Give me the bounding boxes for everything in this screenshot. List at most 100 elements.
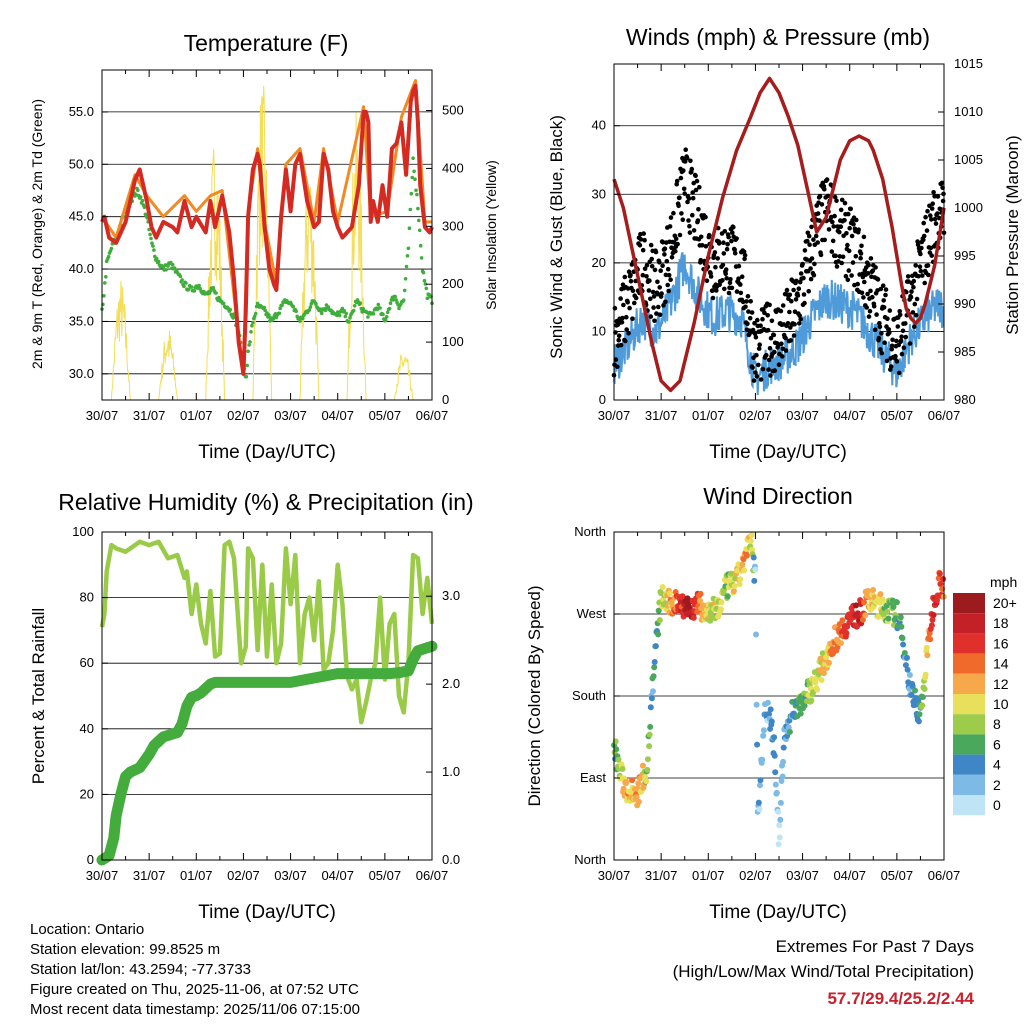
gust-point xyxy=(661,303,666,308)
dewpoint-point xyxy=(391,298,396,302)
gust-point xyxy=(764,352,769,358)
direction-point xyxy=(667,590,673,597)
direction-point xyxy=(754,741,761,748)
gust-point xyxy=(917,264,923,270)
y2-tick-label: 1.0 xyxy=(442,764,460,779)
gust-point xyxy=(903,321,908,326)
direction-point xyxy=(834,644,841,651)
gust-point xyxy=(660,263,665,269)
dewpoint-point xyxy=(245,363,249,368)
dewpoint-point xyxy=(406,246,411,251)
gust-point xyxy=(762,310,767,316)
direction-point xyxy=(808,697,815,704)
gust-point xyxy=(931,190,936,195)
gust-point xyxy=(779,341,784,347)
gust-point xyxy=(904,289,909,295)
gust-point xyxy=(612,305,618,311)
solar-insolation-line xyxy=(299,186,320,401)
dewpoint-point xyxy=(323,308,328,313)
x-tick-label: 04/07 xyxy=(833,868,866,883)
legend-swatch xyxy=(953,694,985,715)
gust-point xyxy=(826,227,832,232)
direction-point xyxy=(767,706,774,713)
direction-point xyxy=(929,616,936,623)
gust-point xyxy=(832,194,838,200)
dewpoint-point xyxy=(248,340,252,344)
gust-point xyxy=(890,337,895,343)
direction-point xyxy=(885,615,892,622)
gust-point xyxy=(933,221,939,226)
gust-point xyxy=(911,285,916,290)
gust-point xyxy=(772,368,778,373)
direction-point xyxy=(752,566,759,573)
gust-point xyxy=(940,198,946,204)
gust-point xyxy=(792,321,797,327)
gust-point xyxy=(710,288,715,293)
y2-tick-label: 2.0 xyxy=(442,676,460,691)
gust-point xyxy=(819,202,825,207)
gust-point xyxy=(851,221,856,227)
legend-label: 10 xyxy=(993,696,1009,712)
extremes-box: Extremes For Past 7 Days (High/Low/Max W… xyxy=(673,934,974,1014)
gust-point xyxy=(808,276,814,282)
legend-label: 20+ xyxy=(993,595,1017,611)
gust-point xyxy=(726,290,732,296)
gust-point xyxy=(868,288,873,294)
gust-point xyxy=(757,342,762,348)
direction-point xyxy=(861,599,867,606)
direction-point xyxy=(777,816,784,823)
direction-point xyxy=(615,756,622,763)
timestamp-text: Most recent data timestamp: 2025/11/06 0… xyxy=(30,1001,360,1018)
extremes-title: Extremes For Past 7 Days xyxy=(775,937,974,956)
gust-point xyxy=(616,337,621,343)
created-text: Figure created on Thu, 2025-11-06, at 07… xyxy=(30,981,359,998)
direction-point xyxy=(927,636,934,643)
gust-point xyxy=(847,225,852,231)
gust-point xyxy=(878,286,884,292)
dewpoint-point xyxy=(250,323,254,328)
direction-point xyxy=(756,806,763,813)
gust-point xyxy=(637,243,643,248)
x-tick-label: 31/07 xyxy=(645,408,678,423)
y-tick-label: 40.0 xyxy=(69,261,94,276)
gust-point xyxy=(633,295,639,301)
gust-point xyxy=(874,312,879,317)
gust-point xyxy=(724,246,730,252)
dewpoint-point xyxy=(278,306,283,311)
gust-point xyxy=(680,217,686,222)
direction-point xyxy=(629,777,636,784)
gust-point xyxy=(791,287,796,293)
gust-point xyxy=(912,301,918,307)
dewpoint-point xyxy=(387,306,392,311)
gust-point xyxy=(752,320,757,326)
gust-point xyxy=(805,238,810,244)
gust-point xyxy=(625,300,630,305)
direction-point xyxy=(818,677,825,683)
gust-point xyxy=(862,279,867,285)
x-tick-label: 31/07 xyxy=(133,408,166,423)
dewpoint-point xyxy=(418,243,423,248)
gust-point xyxy=(666,272,672,278)
direction-point xyxy=(919,702,926,709)
dewpoint-point xyxy=(262,305,267,310)
gust-point xyxy=(699,243,705,248)
gust-point xyxy=(683,147,688,152)
gust-point xyxy=(807,242,812,247)
y2-tick-label: 980 xyxy=(954,392,976,407)
gust-point xyxy=(677,195,682,200)
dewpoint-point xyxy=(277,311,282,316)
dewpoint-point xyxy=(371,312,376,316)
gust-point xyxy=(831,224,836,229)
dewpoint-point xyxy=(416,206,420,211)
direction-point xyxy=(826,659,832,666)
gust-point xyxy=(927,203,932,209)
x-tick-label: 30/07 xyxy=(86,408,119,423)
dewpoint-point xyxy=(182,284,186,289)
gust-point xyxy=(894,338,899,344)
gust-point xyxy=(754,352,759,358)
gust-point xyxy=(704,278,710,284)
direction-point xyxy=(707,617,714,624)
gust-point xyxy=(846,248,852,254)
gust-point xyxy=(679,211,684,216)
